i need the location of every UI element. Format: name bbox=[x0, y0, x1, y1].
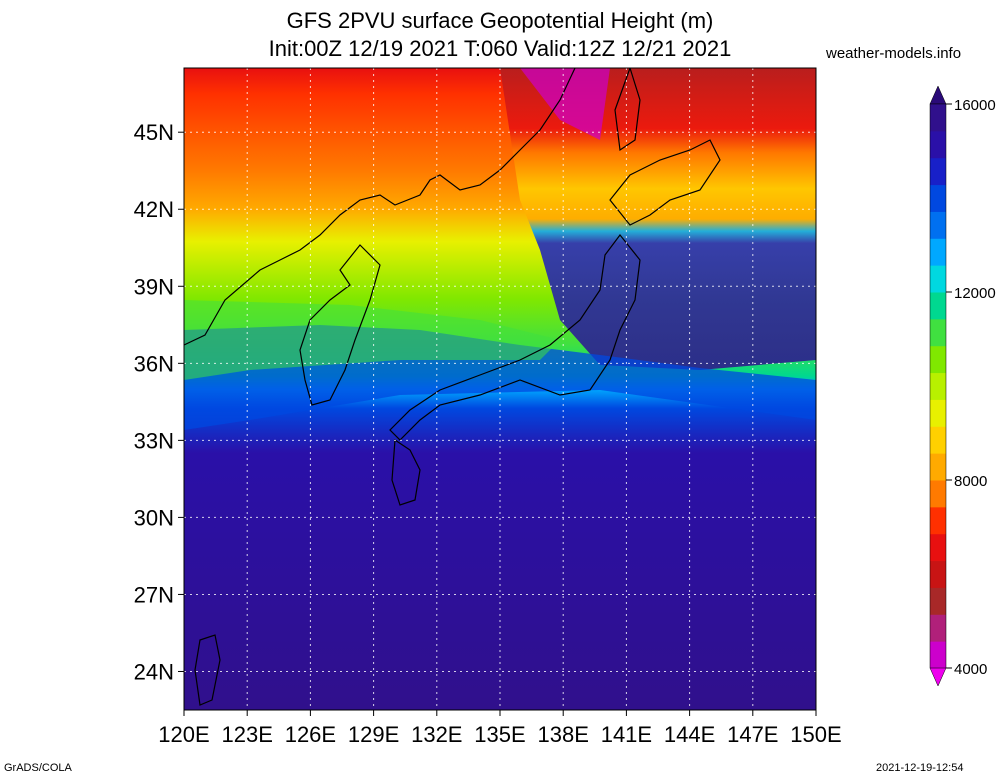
colorbar-segment bbox=[930, 426, 946, 454]
coast-kyushu bbox=[391, 438, 421, 506]
lon-tick-label: 141E bbox=[601, 722, 652, 747]
gridlines bbox=[184, 68, 816, 710]
coast-honshu bbox=[389, 234, 641, 441]
lat-tick-label: 45N bbox=[134, 120, 174, 145]
lon-tick-label: 150E bbox=[790, 722, 841, 747]
colorbar-frame bbox=[929, 103, 947, 669]
colorbar-segment bbox=[930, 211, 946, 239]
map-subtitle: Init:00Z 12/19 2021 T:060 Valid:12Z 12/2… bbox=[268, 36, 732, 61]
lon-tick-label: 120E bbox=[158, 722, 209, 747]
colorbar-segment bbox=[930, 641, 946, 669]
colorbar-label: 8000 bbox=[954, 473, 987, 490]
site-credit: weather-models.info bbox=[826, 45, 962, 62]
colorbar-label: 4000 bbox=[954, 661, 987, 678]
coast-sakhalin bbox=[614, 68, 641, 152]
coastlines bbox=[184, 68, 721, 706]
colorbar-segment bbox=[930, 587, 946, 615]
lat-tick-label: 27N bbox=[134, 582, 174, 607]
lon-tick-label: 129E bbox=[348, 722, 399, 747]
colorbar-segment bbox=[930, 157, 946, 186]
colorbar-segment bbox=[930, 130, 946, 159]
colorbar-segment bbox=[930, 453, 946, 481]
colorbar-segment bbox=[930, 265, 946, 293]
colorbar-segment bbox=[930, 238, 946, 266]
lat-tick-label: 30N bbox=[134, 505, 174, 530]
colorbar-segment bbox=[930, 372, 946, 400]
footer-software: GrADS/COLA bbox=[4, 762, 72, 774]
colorbar-segment bbox=[930, 184, 946, 212]
coast-china-korea bbox=[184, 68, 576, 346]
colorbar-segment bbox=[930, 506, 946, 535]
colorbar-segment bbox=[930, 292, 946, 320]
lat-tick-label: 33N bbox=[134, 428, 174, 453]
coast-korea bbox=[299, 244, 381, 406]
lon-tick-label: 126E bbox=[285, 722, 336, 747]
latitude-axis: 45N 42N 39N 36N 33N 30N 27N 24N bbox=[134, 120, 184, 684]
colorbar-segment bbox=[930, 318, 946, 347]
colorbar-segment bbox=[930, 614, 946, 642]
colorbar-segment bbox=[930, 480, 946, 508]
lon-tick-label: 135E bbox=[474, 722, 525, 747]
map-title: GFS 2PVU surface Geopotential Height (m) bbox=[286, 8, 714, 33]
colorbar-max-triangle bbox=[929, 85, 947, 105]
lat-tick-label: 42N bbox=[134, 197, 174, 222]
colorbar-min-triangle bbox=[929, 667, 947, 687]
colorbar: 16000 12000 8000 4000 bbox=[929, 85, 996, 687]
coast-taiwan bbox=[194, 634, 221, 706]
colorbar-segment bbox=[930, 104, 946, 132]
colorbar-label: 12000 bbox=[954, 285, 996, 302]
lon-tick-label: 132E bbox=[411, 722, 462, 747]
lon-tick-label: 123E bbox=[222, 722, 273, 747]
colorbar-segment bbox=[930, 345, 946, 374]
colorbar-segment bbox=[930, 399, 946, 427]
coast-hokkaido bbox=[609, 139, 721, 226]
lat-tick-label: 24N bbox=[134, 659, 174, 684]
footer-timestamp: 2021-12-19-12:54 bbox=[876, 762, 964, 774]
longitude-axis: 120E 123E 126E 129E 132E 135E 138E 141E 144E 147E… bbox=[158, 710, 842, 747]
lat-tick-label: 36N bbox=[134, 351, 174, 376]
colorbar-segment bbox=[930, 533, 946, 562]
lon-tick-label: 147E bbox=[727, 722, 778, 747]
lat-tick-label: 39N bbox=[134, 274, 174, 299]
lon-tick-label: 138E bbox=[538, 722, 589, 747]
lon-tick-label: 144E bbox=[664, 722, 715, 747]
colorbar-label: 16000 bbox=[954, 97, 996, 114]
colorbar-segment bbox=[930, 560, 946, 588]
